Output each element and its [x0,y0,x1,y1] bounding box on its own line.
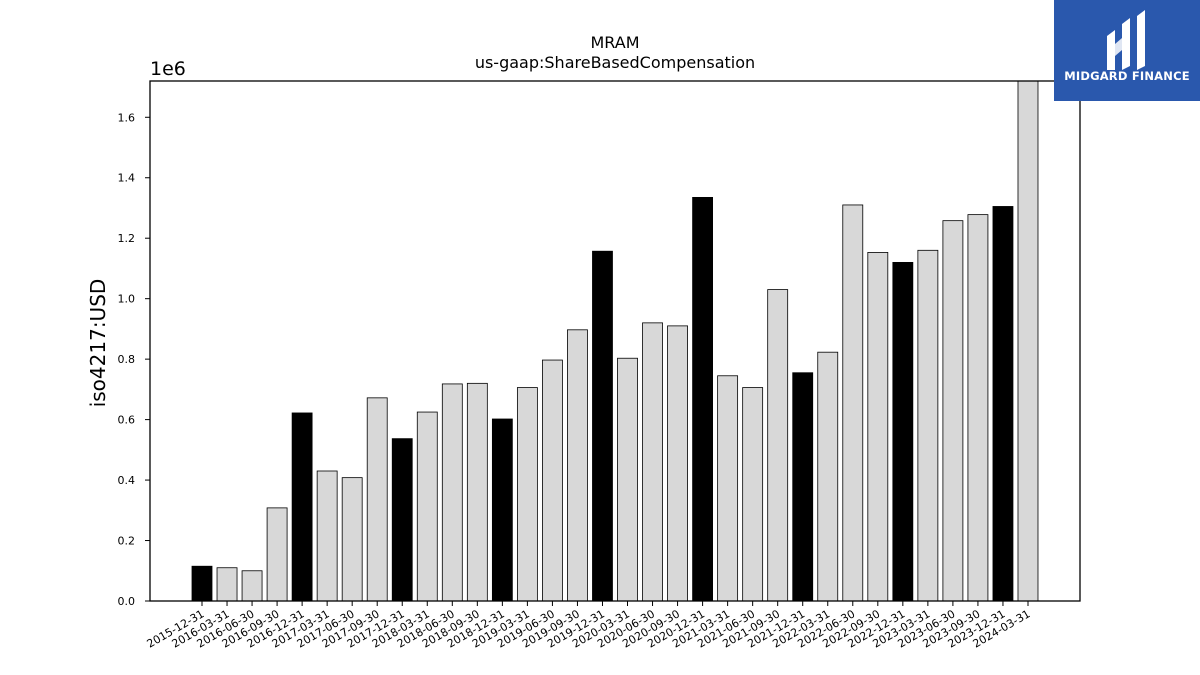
y-tick-label: 1.0 [118,293,136,306]
bar-2022-06-30 [842,204,864,602]
bar-2020-09-30 [667,325,688,602]
bar-2023-12-31 [992,206,1014,602]
bar-2019-03-31 [516,387,538,602]
bar-2019-09-30 [567,329,588,602]
bar-2021-09-30 [767,289,789,602]
bar-2022-09-30 [867,252,889,602]
bar-2016-09-30 [266,507,288,602]
bar-2024-03-31 [1017,80,1039,602]
bar-2022-03-31 [817,351,839,602]
bar-2016-03-31 [216,567,238,602]
bar-2022-12-31 [892,261,914,602]
logo: MIDGARD FINANCE [1054,0,1200,101]
bar-2021-12-31 [792,372,814,602]
y-tick-label: 0.2 [118,535,136,548]
bar-2016-06-30 [241,570,263,602]
bar-2017-12-31 [391,438,413,602]
bar-2018-06-30 [441,383,463,602]
bar-2017-06-30 [341,477,363,602]
bar-2020-06-30 [642,322,663,602]
bar-2020-03-31 [617,357,638,602]
y-tick-label: 0.0 [118,595,136,608]
y-tick-label: 0.8 [118,353,136,366]
bar-2016-12-31 [291,412,313,602]
bar-2021-06-30 [742,387,764,602]
bar-2019-06-30 [542,359,563,602]
bar-2017-03-31 [316,470,338,602]
bar-2017-09-30 [366,397,388,602]
bar-2023-03-31 [917,249,939,602]
bar-2021-03-31 [717,375,739,602]
y-tick-label: 0.6 [118,414,136,427]
bar-2023-09-30 [967,214,989,602]
y-axis-label: iso4217:USD [86,279,110,408]
midgard-logo-icon [1107,10,1145,70]
bar-2023-06-30 [942,220,964,602]
chart-subtitle: us-gaap:ShareBasedCompensation [475,53,755,72]
y-tick-label: 1.2 [118,232,136,245]
bar-2019-12-31 [592,250,613,602]
bar-2015-12-31 [191,565,213,602]
bar-2018-12-31 [491,418,513,602]
y-tick-label: 1.4 [118,172,136,185]
y-tick-label: 1.6 [118,111,136,124]
bar-2018-09-30 [466,382,488,602]
logo-text: MIDGARD FINANCE [1064,69,1190,83]
plot-frame [149,80,1081,602]
y-tick-label: 0.4 [118,474,136,487]
y-offset-label: 1e6 [150,58,186,80]
bar-2018-03-31 [416,411,438,602]
bar-2020-12-31 [692,196,713,602]
chart-title: MRAM [590,33,639,52]
